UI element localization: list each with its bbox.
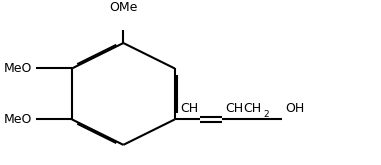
Text: CH: CH [243,102,261,115]
Text: CH: CH [225,102,243,115]
Text: OMe: OMe [109,0,138,14]
Text: MeO: MeO [4,62,32,75]
Text: MeO: MeO [4,113,32,126]
Text: CH: CH [180,102,198,115]
Text: 2: 2 [263,110,269,118]
Text: OH: OH [285,102,304,115]
